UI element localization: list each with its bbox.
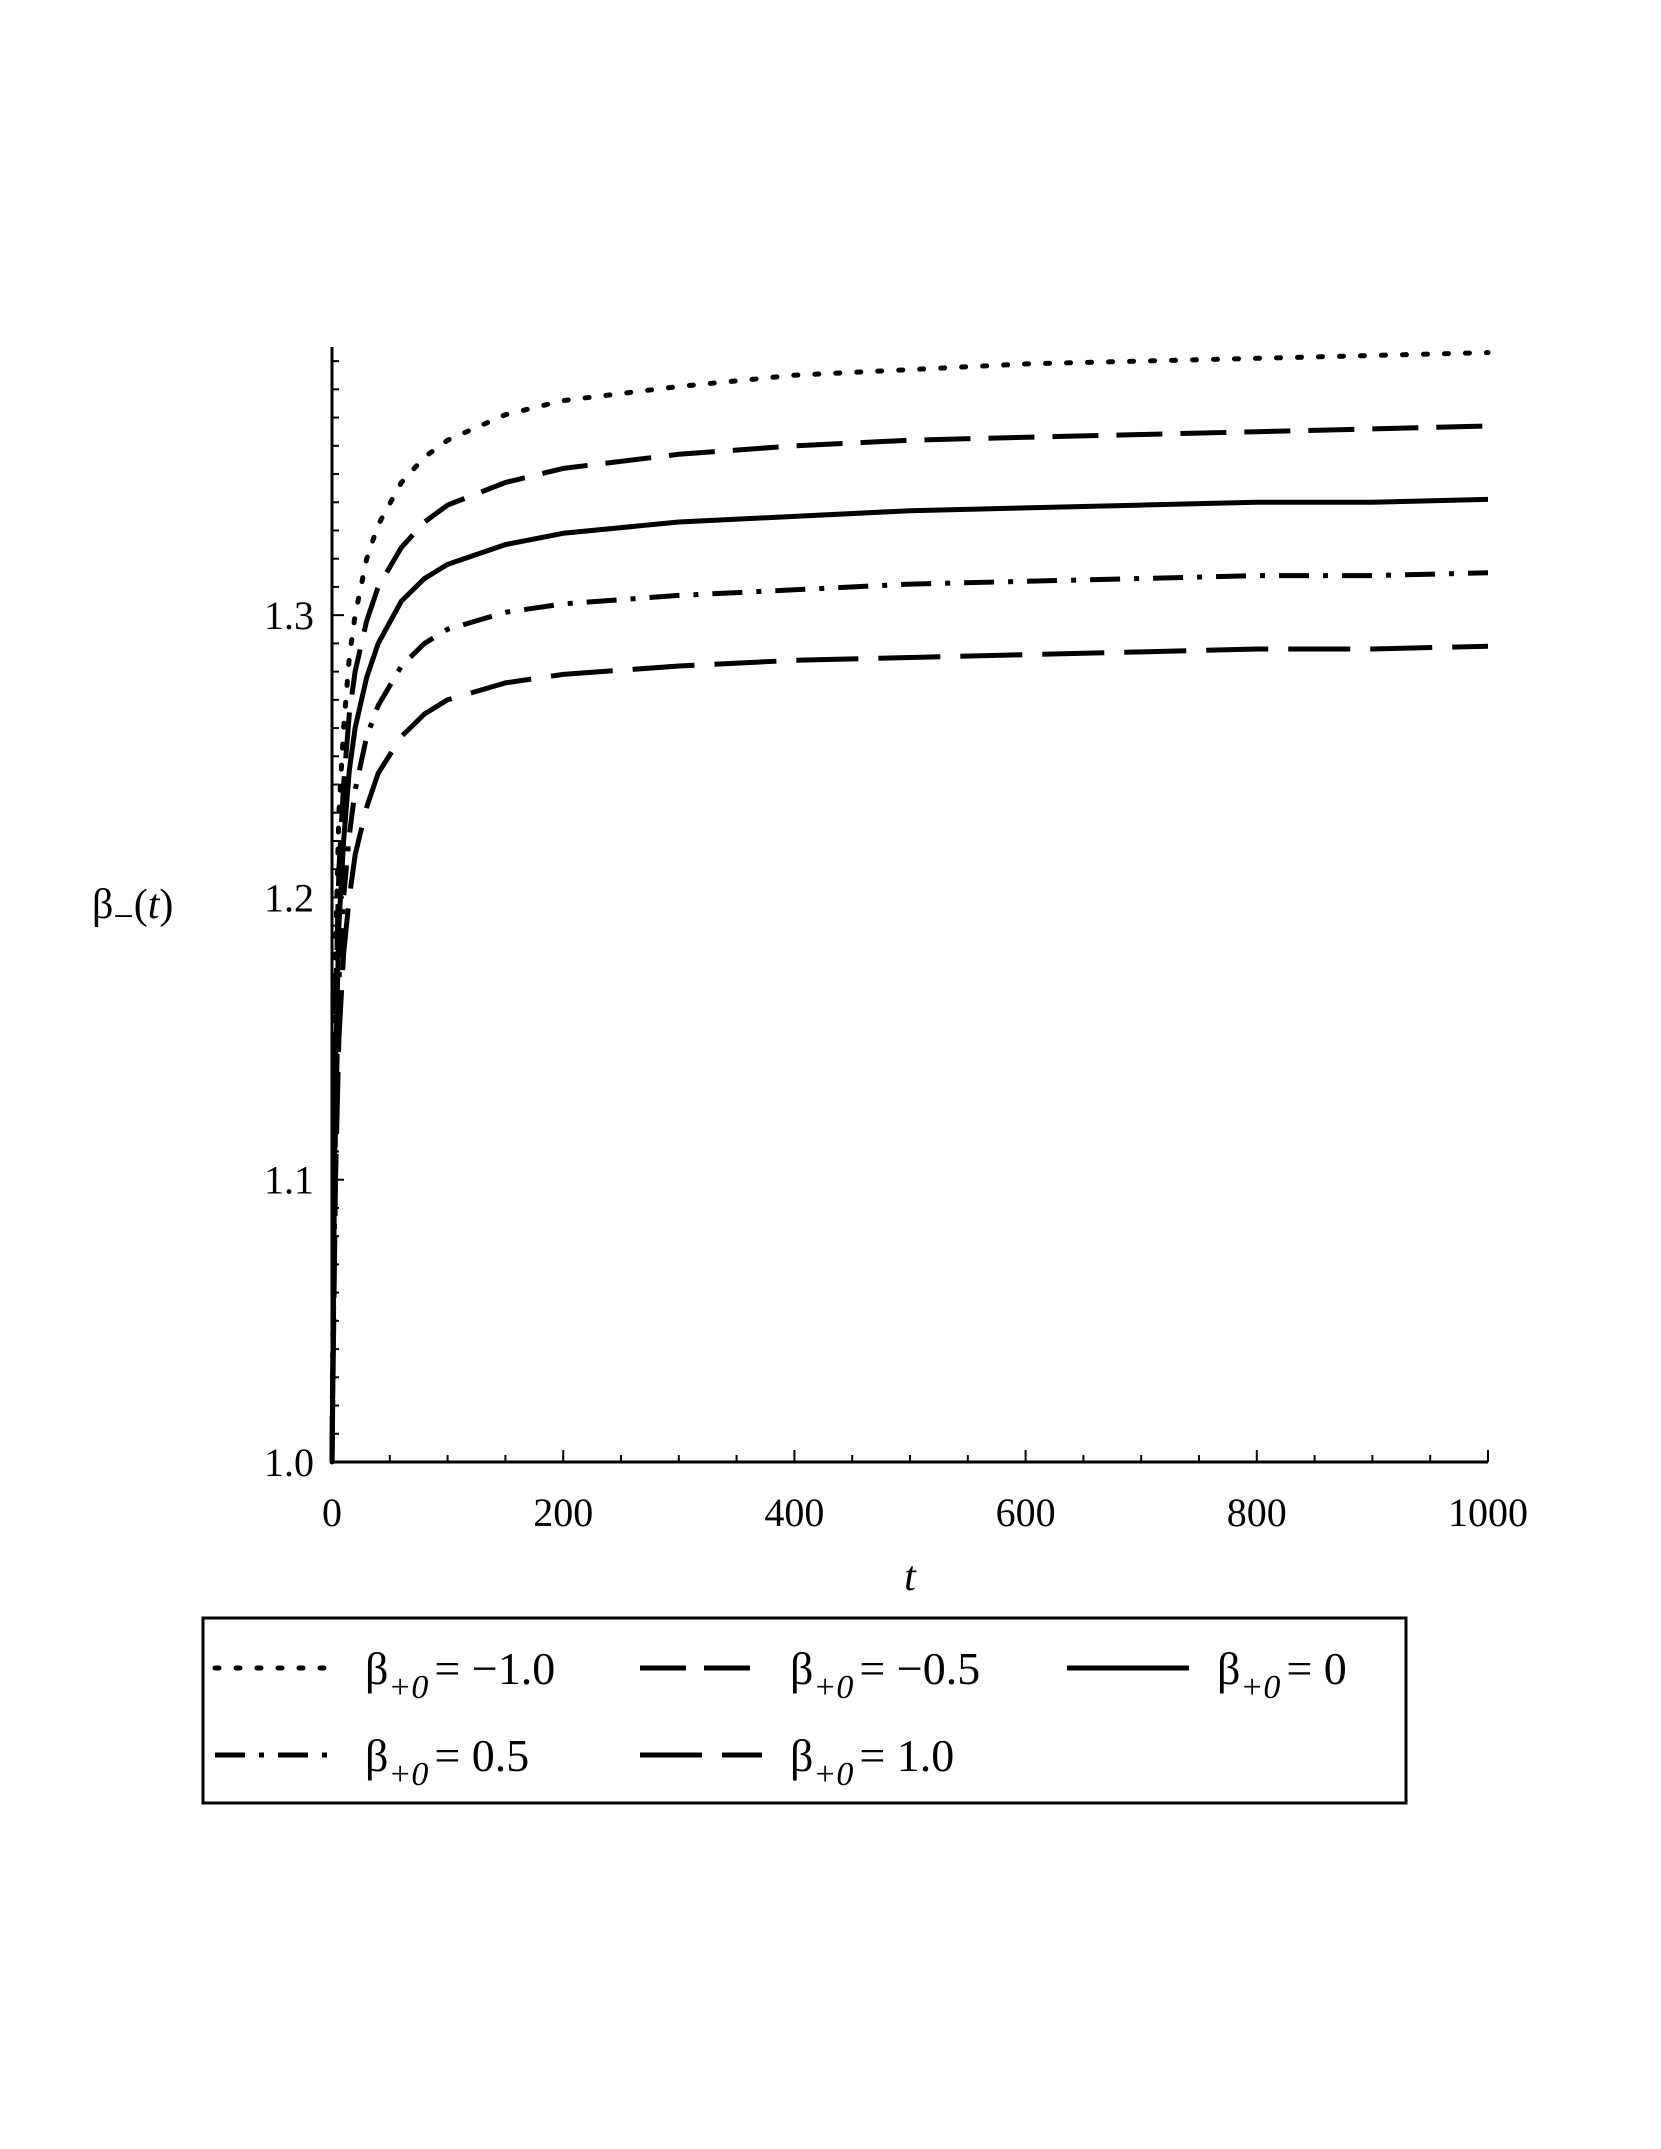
legend-label-3: β+0 = 0 bbox=[1217, 1643, 1347, 1706]
legend: β+0 = −1.0 β+0 = −0.5 β+0 = 0β+0 = 0.5 β+0 = 1.0 bbox=[201, 1616, 1408, 1805]
y-axis-title-argument: t bbox=[148, 882, 161, 928]
legend-subscript: +0 bbox=[813, 1756, 853, 1793]
axes bbox=[330, 347, 1488, 1464]
legend-subscript: +0 bbox=[813, 1669, 853, 1706]
y-axis-title: β−(t) bbox=[92, 882, 173, 936]
legend-subscript: +0 bbox=[1240, 1669, 1280, 1706]
y-axis-title-open-paren: ( bbox=[134, 882, 148, 928]
y-tick-label: 1.1 bbox=[264, 1158, 314, 1203]
legend-label-2: β+0 = −0.5 bbox=[790, 1643, 980, 1706]
series-line-4 bbox=[329, 570, 1489, 1463]
x-tick-label: 800 bbox=[1227, 1490, 1287, 1535]
legend-symbol: β bbox=[365, 1730, 388, 1781]
legend-subscript: +0 bbox=[388, 1756, 428, 1793]
x-tick-label: 1000 bbox=[1448, 1490, 1528, 1535]
series-line-5 bbox=[329, 643, 1489, 1463]
x-tick-label: 200 bbox=[533, 1490, 593, 1535]
series-layer bbox=[329, 350, 1491, 1465]
legend-value: = 1.0 bbox=[859, 1730, 954, 1781]
y-tick-label: 1.2 bbox=[264, 875, 314, 920]
legend-symbol: β bbox=[790, 1643, 813, 1694]
legend-value: = −1.0 bbox=[434, 1643, 555, 1694]
legend-label-1: β+0 = −1.0 bbox=[365, 1643, 555, 1706]
series-line-2 bbox=[329, 423, 1489, 1463]
x-tick-label: 400 bbox=[764, 1490, 824, 1535]
y-tick-label: 1.0 bbox=[264, 1440, 314, 1485]
legend-label-5: β+0 = 1.0 bbox=[790, 1730, 954, 1793]
legend-value: = 0.5 bbox=[434, 1730, 529, 1781]
x-ticks: 0 200 400 600 800 1000 bbox=[322, 1450, 1528, 1535]
y-axis-title-symbol: β bbox=[92, 882, 113, 928]
x-axis-title: t bbox=[904, 1554, 917, 1600]
y-ticks: 1.0 1.1 1.2 1.3 bbox=[264, 360, 344, 1485]
series-line-1 bbox=[329, 350, 1491, 1465]
x-tick-label: 0 bbox=[322, 1490, 342, 1535]
legend-value: = 0 bbox=[1286, 1643, 1346, 1694]
series-line-3 bbox=[329, 496, 1489, 1463]
legend-symbol: β bbox=[790, 1730, 813, 1781]
x-tick-label: 600 bbox=[996, 1490, 1056, 1535]
legend-subscript: +0 bbox=[388, 1669, 428, 1706]
legend-box bbox=[201, 1616, 1408, 1805]
legend-symbol: β bbox=[365, 1643, 388, 1694]
y-axis-title-close-paren: ) bbox=[159, 882, 173, 928]
legend-value: = −0.5 bbox=[859, 1643, 980, 1694]
legend-label-4: β+0 = 0.5 bbox=[365, 1730, 529, 1793]
y-tick-label: 1.3 bbox=[264, 593, 314, 638]
legend-symbol: β bbox=[1217, 1643, 1240, 1694]
y-axis-title-subscript: − bbox=[113, 896, 133, 936]
